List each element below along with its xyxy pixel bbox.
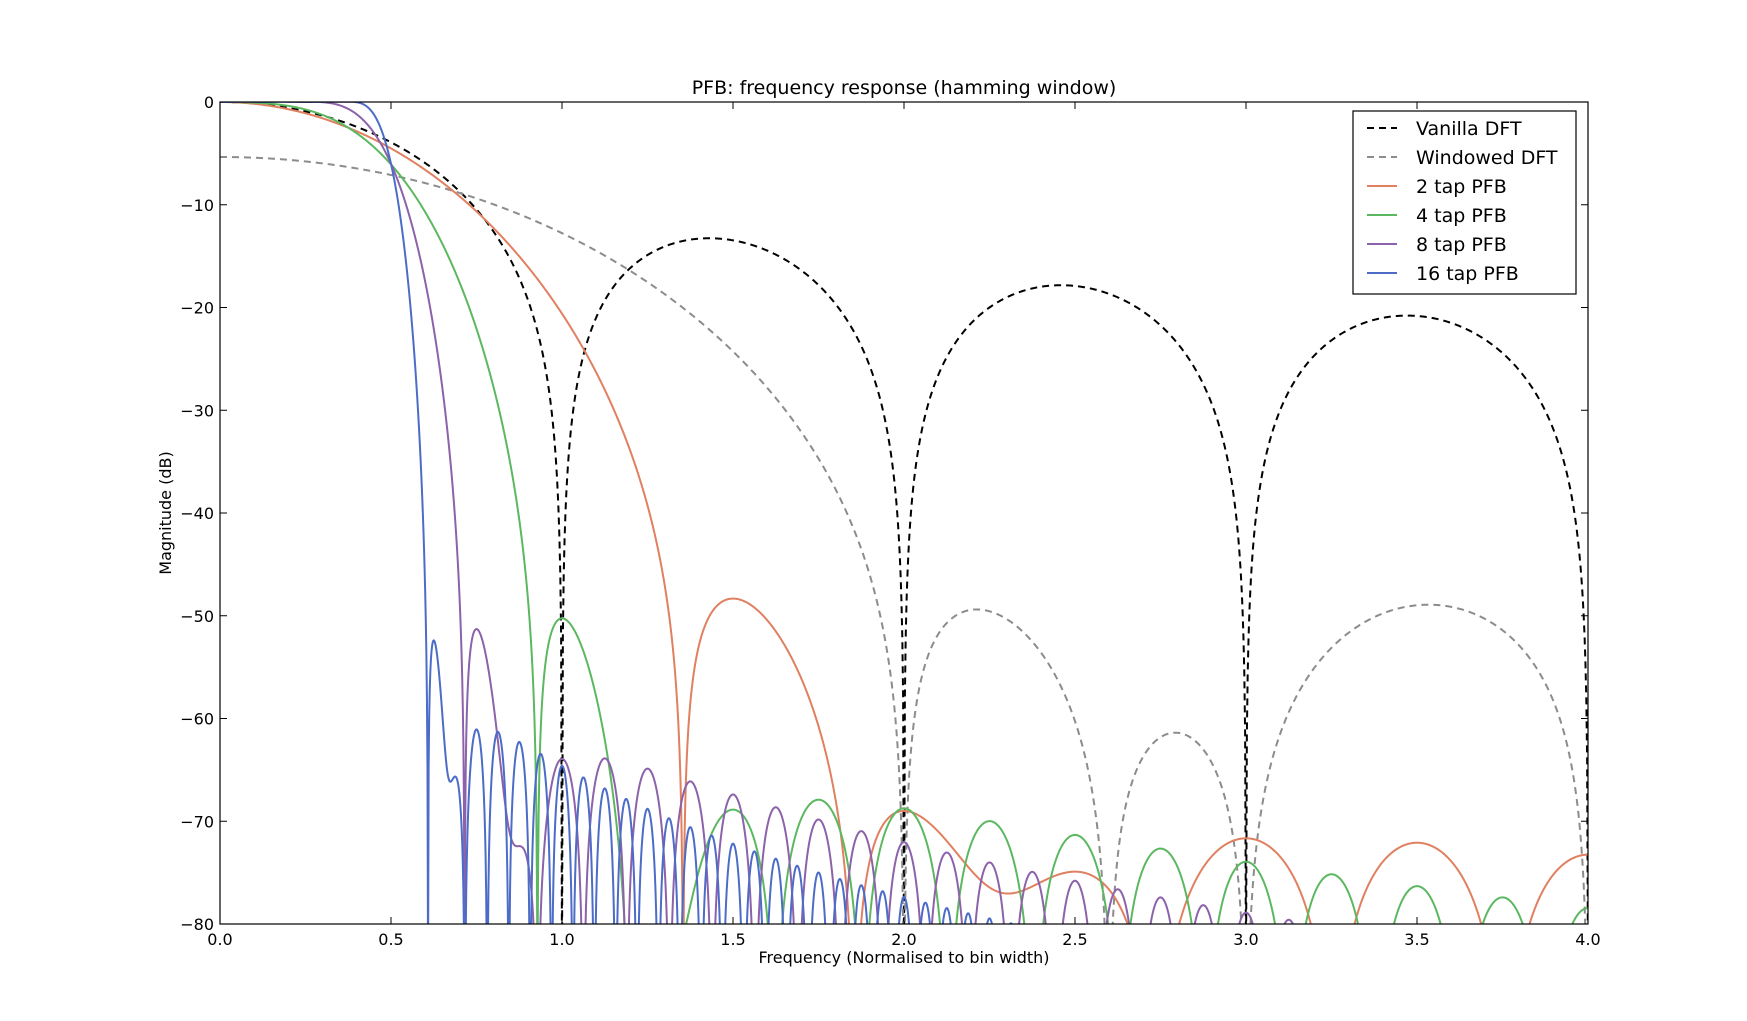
y-axis-label: Magnitude (dB) <box>156 451 175 574</box>
legend-label: 8 tap PFB <box>1416 234 1507 256</box>
legend-label: 16 tap PFB <box>1416 263 1519 285</box>
y-tick-label: −60 <box>180 710 214 729</box>
series-line-5 <box>220 102 1013 924</box>
x-tick-label: 0.0 <box>207 930 232 949</box>
x-tick-label: 3.0 <box>1233 930 1258 949</box>
series-line-0 <box>220 102 1588 924</box>
y-tick-label: −80 <box>180 915 214 934</box>
y-tick-label: −10 <box>180 196 214 215</box>
series-line-1 <box>220 155 1587 924</box>
legend-label: 4 tap PFB <box>1416 205 1507 227</box>
y-tick-label: −30 <box>180 401 214 420</box>
y-tick-label: 0 <box>204 93 214 112</box>
x-tick-label: 0.5 <box>378 930 403 949</box>
x-tick-label: 1.5 <box>720 930 745 949</box>
x-tick-label: 1.0 <box>549 930 574 949</box>
tick-layer: 0.0 0.5 1.0 1.5 2.0 2.5 3.0 3.5 4.0 0 −10 −20 −30 −40… <box>180 93 1600 949</box>
legend-frame <box>1352 110 1577 295</box>
x-axis-label: Frequency (Normalised to bin width) <box>758 948 1049 967</box>
y-tick-label: −70 <box>180 812 214 831</box>
x-tick-label: 2.0 <box>891 930 916 949</box>
legend: Vanilla DFT Windowed DFT 2 tap PFB 4 tap PF… <box>1352 110 1577 295</box>
x-tick-label: 4.0 <box>1575 930 1600 949</box>
legend-label: 2 tap PFB <box>1416 176 1507 198</box>
y-tick-label: −20 <box>180 299 214 318</box>
y-tick-label: −50 <box>180 607 214 626</box>
x-tick-label: 2.5 <box>1062 930 1087 949</box>
series-line-4 <box>220 102 1295 924</box>
chart-title: PFB: frequency response (hamming window) <box>692 77 1117 99</box>
y-tick-label: −40 <box>180 504 214 523</box>
series-layer <box>220 102 1588 924</box>
series-line-3 <box>220 102 1588 924</box>
x-tick-label: 3.5 <box>1404 930 1429 949</box>
legend-label: Vanilla DFT <box>1416 118 1522 140</box>
series-line-2 <box>220 102 1588 924</box>
legend-label: Windowed DFT <box>1416 147 1558 169</box>
